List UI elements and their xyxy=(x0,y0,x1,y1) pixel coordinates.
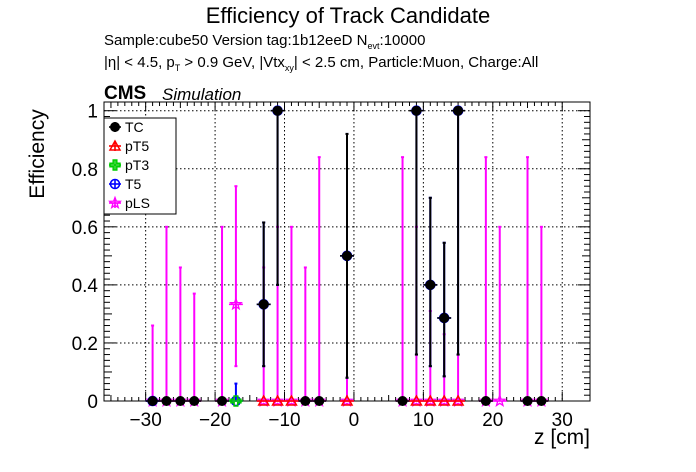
chart-subtitle-sample: Sample:cube50 Version tag:1b12eeD Nevt:1… xyxy=(104,32,425,51)
subtitle-nevt-sub: evt xyxy=(367,41,380,51)
series-tc xyxy=(145,105,549,406)
subtitle-cuts-c: | < 2.5 cm, Particle:Muon, Charge:All xyxy=(293,54,539,71)
data-point-pt5 xyxy=(410,394,423,406)
x-tick-label: −30 xyxy=(130,410,162,431)
series-pls xyxy=(145,156,549,407)
data-point-pls xyxy=(339,393,355,407)
legend-label: pT3 xyxy=(125,157,149,173)
subtitle-cuts-sub2: xy xyxy=(284,63,294,73)
data-point-pt5 xyxy=(257,394,270,406)
subtitle-cuts-sub1: T xyxy=(174,63,181,73)
data-point-pls xyxy=(409,393,424,407)
data-point-pt3 xyxy=(230,395,242,407)
x-tick-label: 30 xyxy=(552,410,573,431)
cms-label: CMS xyxy=(104,83,147,104)
data-point-tc xyxy=(272,105,283,116)
legend-label: T5 xyxy=(125,176,142,192)
data-point-pls xyxy=(284,393,299,407)
x-axis-label: z [cm] xyxy=(534,426,590,449)
data-point-pls xyxy=(451,393,466,407)
data-point-tc xyxy=(258,299,269,310)
data-point-tc xyxy=(536,396,547,406)
legend-label: TC xyxy=(125,119,144,135)
x-tick-label: 20 xyxy=(482,410,503,431)
legend-label: pLS xyxy=(125,195,150,211)
data-point-pt5 xyxy=(437,394,451,406)
data-point-tc xyxy=(314,396,325,406)
chart-title: Efficiency of Track Candidate xyxy=(205,3,491,28)
data-point-tc xyxy=(439,312,450,323)
data-point-tc xyxy=(217,396,228,406)
subtitle-sample-text: Sample:cube50 Version tag:1b12eeD N xyxy=(104,32,368,49)
chart-subtitle-cuts: |η| < 4.5, pT > 0.9 GeV, |Vtxxy| < 2.5 c… xyxy=(104,54,538,73)
legend-marker-pt3 xyxy=(109,159,121,171)
data-point-tc xyxy=(300,396,311,406)
data-point-tc xyxy=(453,105,464,116)
x-tick-label: −20 xyxy=(199,410,231,431)
legend: TC pT5 pT3 T5 pLS xyxy=(103,117,177,215)
data-point-tc xyxy=(175,396,186,406)
data-point-pt5 xyxy=(285,394,298,406)
x-tick-label: 0 xyxy=(349,410,360,431)
series-pt3 xyxy=(228,395,243,407)
data-point-pls xyxy=(423,393,438,407)
legend-marker-pls xyxy=(107,195,123,209)
y-tick-label: 0.6 xyxy=(72,218,98,239)
data-point-tc xyxy=(411,105,422,116)
x-tick-label: −10 xyxy=(268,410,300,431)
legend-marker-t5 xyxy=(109,178,121,190)
y-tick-label: 0.4 xyxy=(72,276,99,297)
data-point-tc xyxy=(161,396,172,406)
data-point-tc xyxy=(189,396,200,406)
data-point-pls xyxy=(270,393,285,407)
tick-labels: −30 −20 −10 0 10 20 30 0 0.2 0.4 0.6 0.8 1 xyxy=(72,102,573,431)
data-point-pls xyxy=(228,296,243,311)
data-point-tc xyxy=(147,396,158,406)
data-point-tc xyxy=(342,250,352,261)
data-point-tc xyxy=(397,396,408,406)
y-tick-label: 0.2 xyxy=(72,334,98,355)
legend-marker-tc xyxy=(110,122,120,132)
subtitle-cuts-a: |η| < 4.5, p xyxy=(104,54,175,71)
subtitle-nevt-value: :10000 xyxy=(379,32,426,49)
data-point-pls xyxy=(492,393,507,407)
data-point-pls xyxy=(256,393,271,407)
legend-marker-pt5 xyxy=(108,139,122,151)
data-point-tc xyxy=(522,396,533,406)
legend-box xyxy=(103,117,177,215)
series-pt5 xyxy=(256,394,466,406)
y-tick-label: 0.8 xyxy=(72,160,98,181)
data-point-pt5 xyxy=(451,394,465,406)
subtitle-cuts-b: > 0.9 GeV, |Vtx xyxy=(180,54,285,71)
data-point-pt5 xyxy=(271,394,284,406)
grid-lines xyxy=(104,102,590,401)
data-point-pt5 xyxy=(424,394,437,406)
data-point-tc xyxy=(425,279,436,290)
data-point-tc xyxy=(480,396,491,406)
y-tick-label: 1 xyxy=(87,102,98,123)
legend-label: pT5 xyxy=(125,138,149,154)
simulation-label: Simulation xyxy=(162,85,242,104)
x-tick-label: 10 xyxy=(413,410,434,431)
y-tick-label: 0 xyxy=(87,392,98,413)
data-point-pt5 xyxy=(340,394,354,406)
data-point-pls xyxy=(437,393,452,407)
